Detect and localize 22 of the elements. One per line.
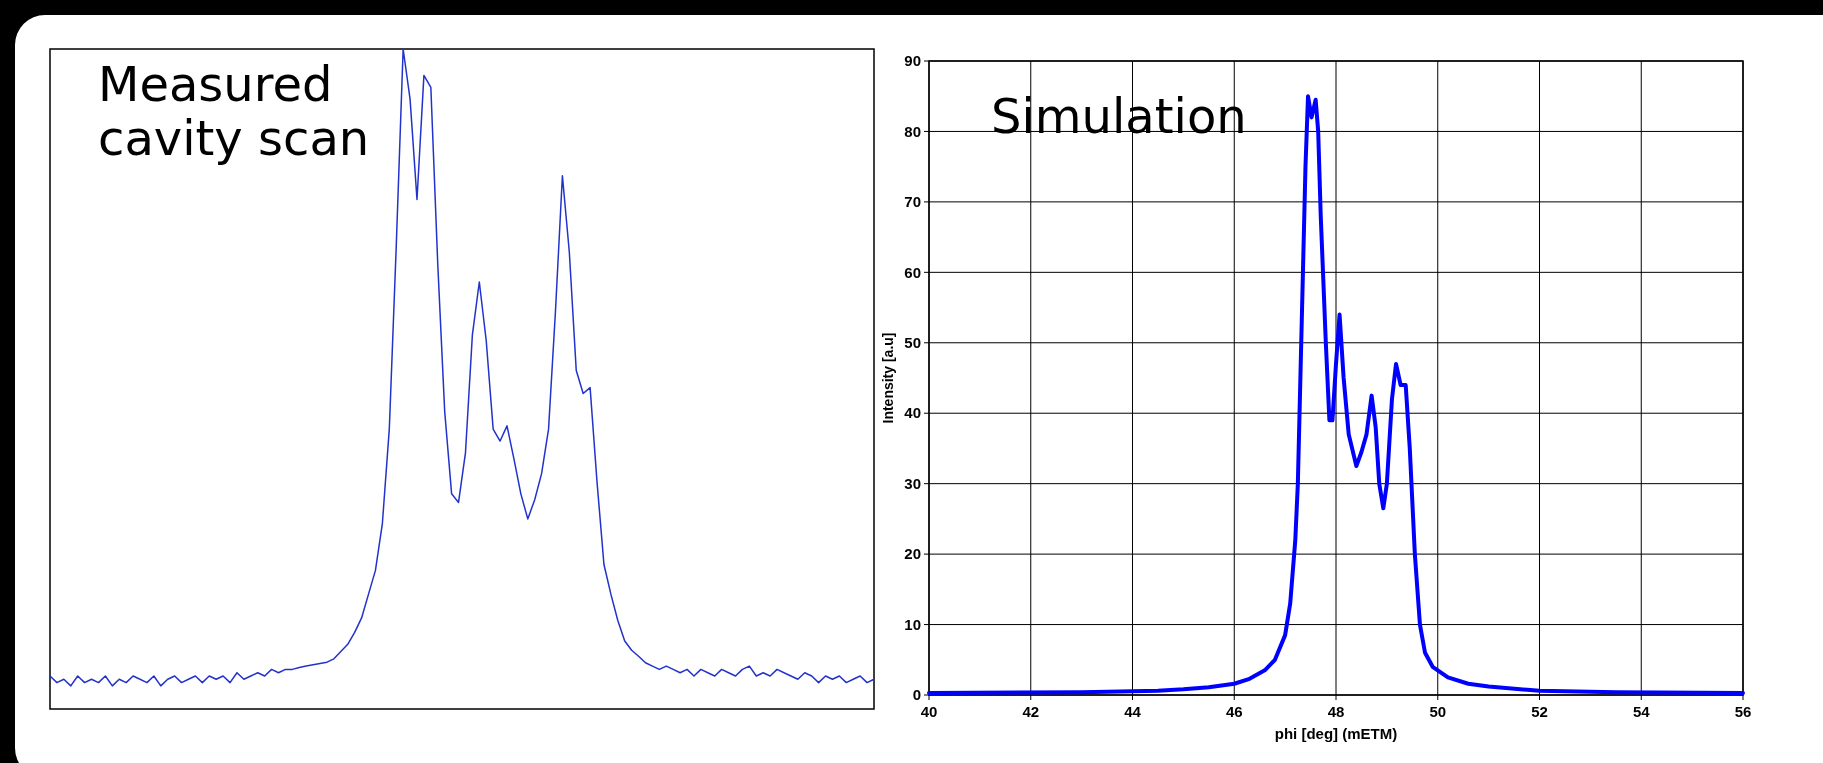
x-tick-label: 56 [1734,703,1752,720]
x-tick-label: 52 [1531,703,1548,720]
x-tick-label: 54 [1632,703,1651,720]
y-tick-label: 60 [904,263,921,281]
x-tick-label: 42 [1022,703,1040,720]
x-tick-label: 50 [1429,703,1447,720]
y-tick-label: 50 [904,334,921,352]
y-axis-title: Intensity [a.u] [880,332,896,424]
y-tick-label: 80 [904,122,921,140]
x-tick-label: 46 [1225,703,1243,720]
x-tick-label: 44 [1124,703,1142,720]
y-tick-label: 20 [904,545,921,563]
text: Measured cavity scan [98,56,370,166]
x-tick-label: 48 [1327,703,1345,720]
y-tick-label: 90 [904,52,921,70]
y-tick-label: 30 [904,474,921,492]
y-tick-label: 0 [912,686,921,704]
y-tick-label: 10 [904,615,921,633]
y-tick-label: 70 [904,193,921,211]
x-tick-label: 40 [920,703,938,720]
y-tick-label: 40 [904,404,921,422]
x-axis-title: phi [deg] (mETM) [1274,725,1398,742]
